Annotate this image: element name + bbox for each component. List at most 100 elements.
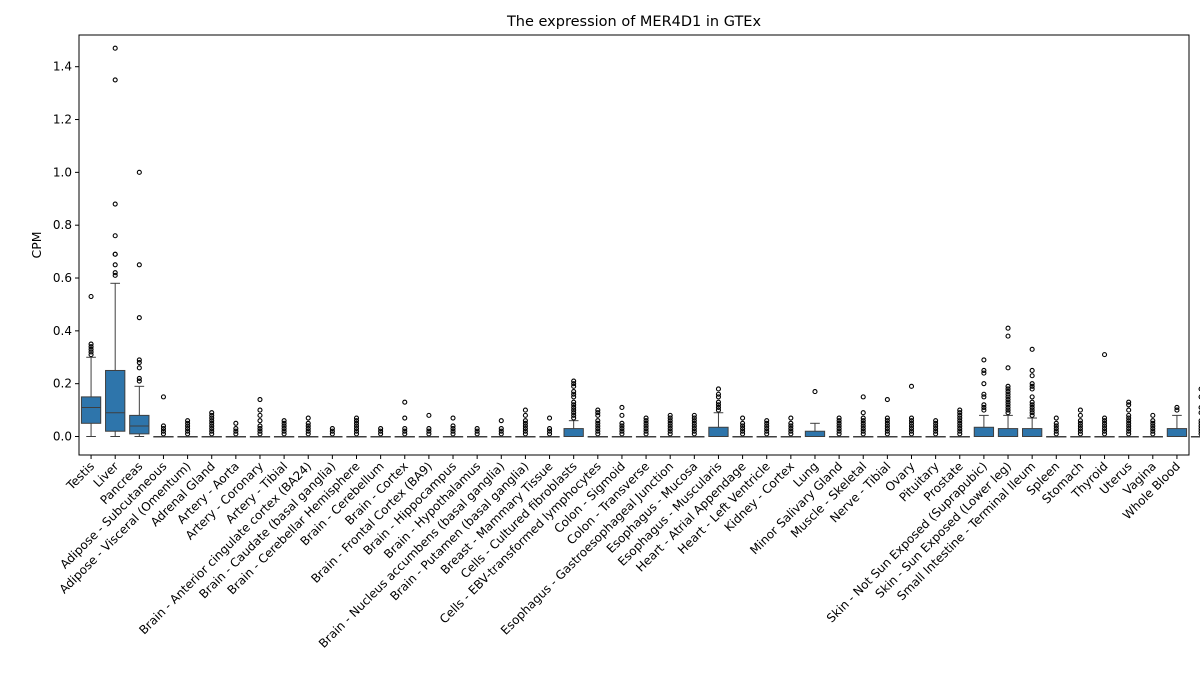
outlier-point xyxy=(1126,428,1132,434)
outlier-point xyxy=(571,389,577,395)
outlier-point xyxy=(643,426,649,432)
outlier-point xyxy=(788,431,794,437)
outlier-point xyxy=(1005,365,1011,371)
outlier-point xyxy=(1029,407,1035,413)
outlier-point xyxy=(1005,394,1011,400)
outlier-point xyxy=(571,381,577,387)
box-26 xyxy=(708,386,729,438)
outlier-point xyxy=(691,431,697,437)
outlier-point xyxy=(715,402,722,408)
outlier-point xyxy=(715,399,722,405)
outlier-point xyxy=(788,420,794,426)
outlier-point xyxy=(1101,420,1108,426)
outlier-point xyxy=(1029,394,1035,400)
outlier-point xyxy=(571,391,577,397)
outlier-point xyxy=(136,378,142,384)
outlier-point xyxy=(498,428,504,434)
box-37 xyxy=(973,357,995,438)
outlier-point xyxy=(764,426,770,432)
outlier-point xyxy=(378,431,384,437)
outlier-point xyxy=(619,431,625,437)
outlier-point xyxy=(715,404,722,411)
outlier-point xyxy=(1126,412,1132,418)
outlier-point xyxy=(860,428,866,434)
outlier-point xyxy=(1005,396,1011,403)
outlier-point xyxy=(1005,402,1011,408)
outlier-point xyxy=(209,410,215,416)
outlier-point xyxy=(498,418,504,424)
outlier-point xyxy=(836,418,842,424)
outlier-point xyxy=(957,407,963,413)
box-3 xyxy=(153,394,174,438)
box-2 xyxy=(129,169,150,438)
box-15 xyxy=(442,415,464,438)
outlier-point xyxy=(1029,386,1035,392)
box-19 xyxy=(539,415,560,438)
outlier-point xyxy=(595,420,601,426)
outlier-point xyxy=(426,426,432,432)
outlier-point xyxy=(1174,407,1180,413)
outlier-point xyxy=(474,428,480,434)
box-12 xyxy=(370,426,391,438)
outlier-point xyxy=(957,420,963,426)
outlier-point xyxy=(522,407,528,413)
box-31 xyxy=(828,415,850,438)
outlier-point xyxy=(981,394,987,400)
outlier-point xyxy=(257,426,263,432)
outlier-point xyxy=(981,402,987,408)
outlier-point xyxy=(1150,423,1156,429)
outlier-point xyxy=(1029,404,1035,411)
outlier-point xyxy=(1029,410,1035,416)
outlier-point xyxy=(571,415,577,421)
outlier-point xyxy=(860,394,866,400)
outlier-point xyxy=(1198,405,1200,410)
outlier-point xyxy=(1005,333,1011,339)
outlier-point xyxy=(1005,404,1011,411)
plot-area xyxy=(79,35,1189,455)
outlier-point xyxy=(426,431,432,437)
outlier-point xyxy=(571,407,577,413)
outlier-point xyxy=(860,431,866,437)
outlier-point xyxy=(981,357,987,363)
outlier-point xyxy=(257,407,263,413)
outlier-point xyxy=(908,418,915,424)
outlier-point xyxy=(884,428,890,434)
outlier-point xyxy=(1053,426,1059,432)
outlier-point xyxy=(691,426,697,432)
outlier-point xyxy=(1126,415,1132,421)
outlier-point xyxy=(136,375,142,381)
outlier-point xyxy=(136,262,142,268)
outlier-point xyxy=(498,431,504,437)
outlier-point xyxy=(571,378,577,384)
outlier-point xyxy=(88,341,94,347)
outlier-point xyxy=(860,418,866,424)
box-23 xyxy=(635,415,657,438)
outlier-point xyxy=(836,431,842,437)
outlier-point xyxy=(595,431,601,437)
outlier-point xyxy=(981,367,987,374)
outlier-point xyxy=(450,415,456,421)
outlier-point xyxy=(1029,412,1035,418)
outlier-point xyxy=(884,426,890,432)
outlier-point xyxy=(933,428,939,434)
outlier-point xyxy=(1053,415,1059,421)
outlier-point xyxy=(667,418,673,424)
outlier-point xyxy=(667,423,673,429)
outlier-point xyxy=(136,357,142,363)
box-32 xyxy=(853,394,874,438)
outlier-point xyxy=(740,431,746,437)
outlier-point xyxy=(860,415,866,421)
outlier-point xyxy=(353,420,360,426)
box-25 xyxy=(684,412,705,438)
outlier-point xyxy=(1198,418,1200,423)
outlier-point xyxy=(1198,420,1200,426)
y-axis-label: CPM xyxy=(29,231,44,258)
outlier-point xyxy=(788,423,794,429)
outlier-point xyxy=(1198,431,1200,437)
outlier-point xyxy=(305,426,311,432)
outlier-point xyxy=(836,415,842,421)
box-body xyxy=(1022,428,1043,438)
outlier-point xyxy=(957,415,963,421)
